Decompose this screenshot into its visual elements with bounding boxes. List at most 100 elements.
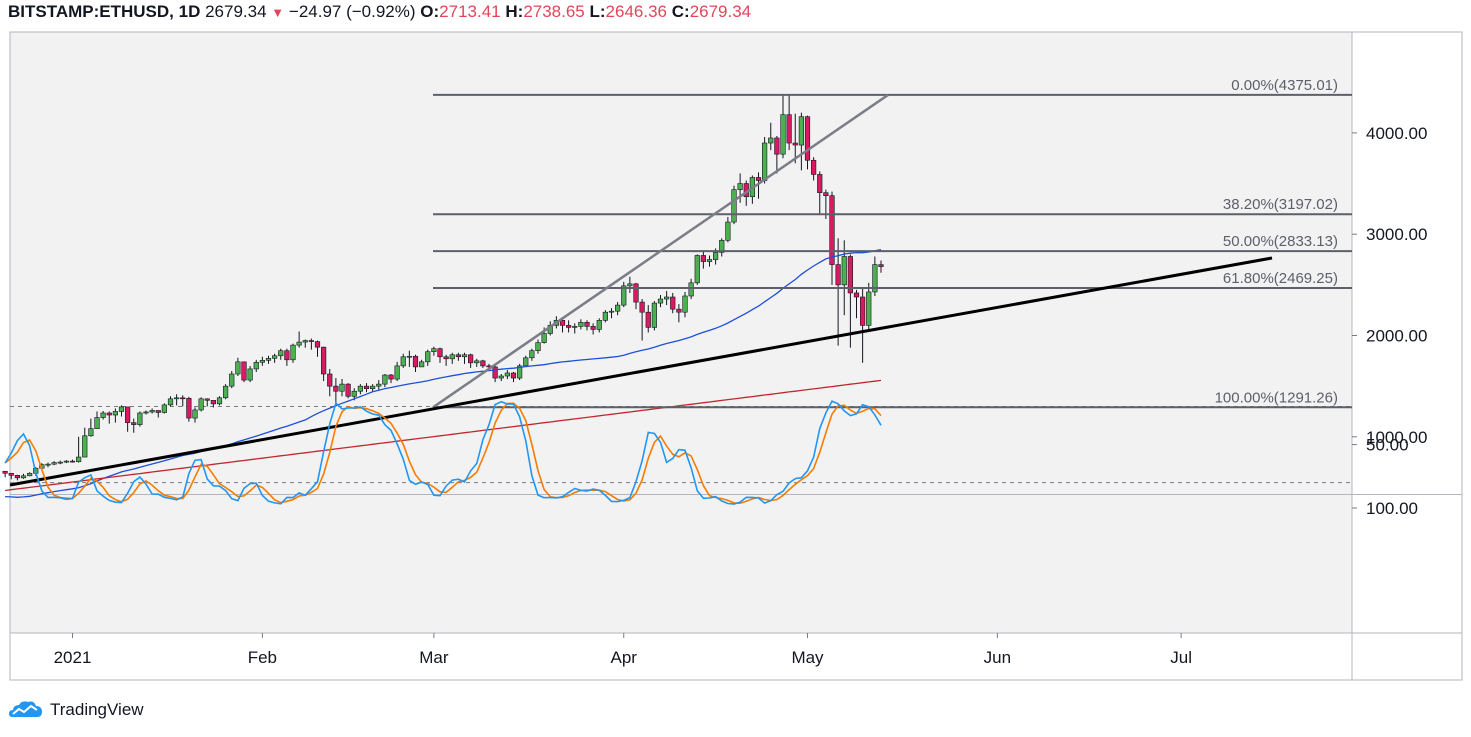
candle-up (798, 116, 804, 146)
candle-up (45, 463, 51, 466)
candle-down (363, 385, 370, 389)
candle-up (100, 412, 106, 418)
candle-down (817, 174, 823, 193)
tradingview-branding[interactable]: TradingView (8, 697, 144, 723)
candle-down (131, 422, 137, 425)
ma-50-line (5, 248, 882, 498)
high-label: H: (505, 2, 524, 21)
fib-level-label: 61.80%(2469.25) (1223, 270, 1338, 287)
candle-down (786, 114, 792, 144)
plot-area (9, 31, 1353, 634)
tradingview-cloud-logo-icon (9, 701, 42, 717)
time-tick-label: Jun (984, 648, 1011, 667)
candle-down (811, 159, 817, 175)
time-tick-label: Feb (248, 648, 277, 667)
fib-level-label: 0.00%(4375.01) (1231, 77, 1338, 94)
candle-up (357, 385, 363, 392)
stoch-tick-label: 50.00 (1366, 436, 1409, 455)
candle-up (517, 365, 523, 379)
symbol-title: BITSTAMP:ETHUSD, 1D (8, 2, 201, 21)
time-tick-label: Apr (611, 648, 638, 667)
candle-up (229, 373, 235, 387)
candle-up (762, 142, 768, 181)
candle-up (174, 397, 180, 400)
candle-down (180, 397, 186, 400)
candle-up (339, 383, 345, 392)
candle-up (461, 354, 468, 358)
candle-down (241, 361, 247, 381)
candle-down (566, 325, 572, 328)
candle-up (265, 357, 272, 361)
candle-up (161, 404, 167, 413)
price-tick-label: 3000.00 (1366, 225, 1427, 244)
candle-up (382, 374, 388, 385)
candle-up (425, 351, 431, 363)
candle-up (664, 296, 670, 300)
low-value: 2646.36 (605, 2, 667, 21)
candle-up (682, 295, 688, 313)
candle-down (584, 322, 590, 327)
price-tick-label: 4000.00 (1366, 124, 1427, 143)
ma-200-line (5, 379, 882, 492)
candle-down (829, 195, 835, 265)
candle-down (847, 256, 853, 294)
candle-up (376, 383, 382, 387)
candle-up (406, 355, 412, 358)
close-value: 2679.34 (689, 2, 752, 21)
candle-down (700, 255, 706, 262)
support-trendline (9, 256, 1273, 487)
candle-up (529, 350, 535, 359)
candle-up (351, 390, 357, 397)
candle-up (431, 348, 437, 353)
price-tick-label: 1000.00 (1366, 428, 1427, 447)
fib-level-label: 50.00%(2833.13) (1223, 233, 1338, 250)
open-value: 2713.41 (439, 2, 501, 21)
candle-up (88, 428, 94, 437)
candle-up (247, 368, 253, 381)
candle-up (725, 221, 731, 241)
candle-down (492, 366, 498, 379)
candle-up (621, 285, 627, 306)
candle-up (713, 252, 719, 260)
candle-up (259, 360, 265, 363)
candle-up (596, 320, 602, 330)
price-change: −24.97 (−0.92%) (288, 2, 416, 21)
candle-down (69, 460, 76, 463)
candle-down (670, 296, 676, 310)
candle-up (296, 341, 302, 346)
chart-frame (9, 31, 1463, 681)
fib-trend-line (432, 93, 889, 409)
candle-up (302, 340, 308, 343)
candle-down (792, 142, 798, 146)
candle-down (860, 296, 866, 326)
candle-down (8, 472, 14, 476)
time-tick-label: Mar (419, 648, 449, 667)
candle-up (706, 259, 713, 262)
candle-down (314, 341, 321, 348)
candle-down (480, 360, 486, 367)
candle-up (82, 435, 88, 458)
candle-down (345, 383, 351, 397)
symbol-header: BITSTAMP:ETHUSD, 1D 2679.34 ▼ −24.97 (−0… (8, 1, 751, 23)
tradingview-label: TradingView (50, 700, 144, 719)
open-label: O: (420, 2, 440, 21)
candle-down (204, 398, 210, 401)
candle-down (210, 400, 216, 405)
candle-up (780, 114, 786, 155)
candle-down (755, 177, 762, 181)
candle-up (51, 462, 57, 465)
candle-down (308, 340, 314, 342)
candle-up (167, 398, 174, 406)
candle-up (112, 411, 118, 416)
candle-up (688, 282, 694, 297)
candle-down (155, 410, 161, 413)
price-tick-label: 2000.00 (1366, 327, 1427, 346)
candle-up (278, 350, 284, 357)
candle-down (14, 474, 20, 479)
candle-up (731, 189, 737, 223)
candle-down (559, 320, 566, 326)
stoch-k-line (4, 400, 882, 505)
candle-up (535, 342, 541, 351)
candle-down (633, 283, 639, 303)
